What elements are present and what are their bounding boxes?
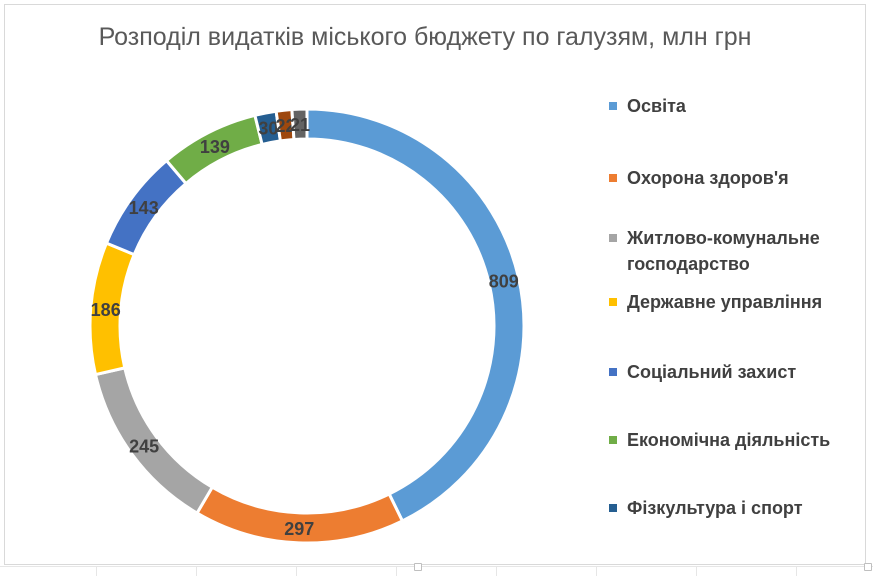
legend-label: Фізкультура і спорт	[627, 498, 803, 518]
data-label-economy: 139	[200, 137, 230, 157]
resize-handle[interactable]	[414, 563, 422, 571]
data-label-education: 809	[489, 271, 519, 291]
sheet-gridline	[696, 566, 697, 576]
legend-label: Економічна діяльність	[627, 430, 831, 450]
legend-item-health: Охорона здоров'я	[609, 165, 859, 217]
data-label-other-1: 22	[276, 116, 296, 136]
data-label-housing: 245	[129, 436, 159, 456]
donut-slice-education[interactable]	[305, 107, 526, 523]
legend-swatch	[609, 102, 617, 110]
data-label-government: 186	[91, 300, 121, 320]
legend-swatch	[609, 234, 617, 242]
sheet-gridline	[196, 566, 197, 576]
chart-title: Розподіл видатків міського бюджету по га…	[98, 23, 752, 51]
legend-item-education: Освіта	[609, 93, 859, 145]
legend-label: Державне управління	[627, 292, 823, 312]
legend-item-government: Державне управління	[609, 289, 859, 341]
sheet-grid	[0, 566, 873, 577]
legend: Освіта Охорона здоров'я Житлово-комуналь…	[609, 93, 859, 547]
legend-label: Соціальний захист	[627, 362, 797, 382]
legend-swatch	[609, 368, 617, 376]
legend-label: Житлово-комунальне господарство	[627, 228, 820, 274]
sheet-gridline	[496, 566, 497, 576]
legend-item-economy: Економічна діяльність	[609, 427, 859, 479]
sheet-gridline	[796, 566, 797, 576]
data-label-social: 143	[129, 198, 159, 218]
sheet-gridline	[296, 566, 297, 576]
sheet-gridline	[396, 566, 397, 576]
legend-label: Освіта	[627, 96, 686, 116]
data-label-health: 297	[284, 519, 314, 539]
legend-item-housing: Житлово-комунальне господарство	[609, 225, 867, 283]
chart-area[interactable]: Розподіл видатків міського бюджету по га…	[4, 4, 866, 565]
legend-swatch	[609, 298, 617, 306]
sheet-gridline	[96, 566, 97, 576]
legend-item-social: Соціальний захист	[609, 359, 859, 411]
data-label-other-2: 21	[290, 115, 310, 135]
legend-item-sport: Фізкультура і спорт	[609, 495, 859, 547]
legend-swatch	[609, 174, 617, 182]
legend-label: Охорона здоров'я	[627, 168, 789, 188]
legend-swatch	[609, 504, 617, 512]
legend-swatch	[609, 436, 617, 444]
data-label-sport: 30	[258, 119, 278, 139]
donut-slice-other-2[interactable]	[290, 107, 309, 142]
sheet-gridline	[596, 566, 597, 576]
resize-handle[interactable]	[864, 563, 872, 571]
